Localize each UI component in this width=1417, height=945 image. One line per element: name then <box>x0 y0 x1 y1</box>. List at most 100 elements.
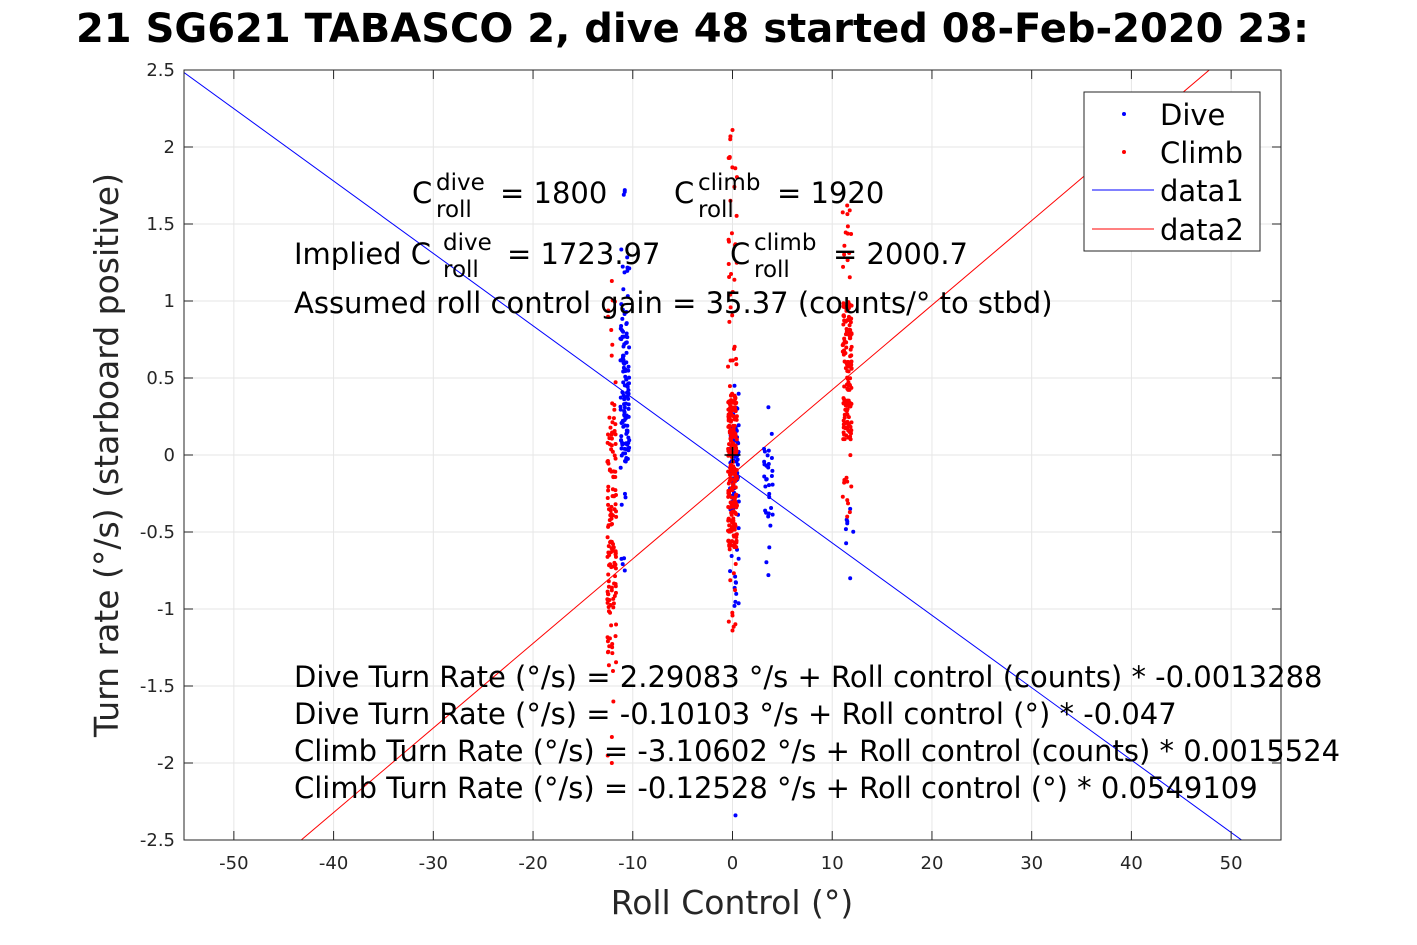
point-climb <box>844 475 849 480</box>
point-dive <box>848 506 853 511</box>
point-dive <box>618 465 623 470</box>
point-dive <box>626 414 631 419</box>
point-climb <box>610 449 615 454</box>
point-climb <box>606 432 611 437</box>
point-dive <box>626 364 631 369</box>
point-climb <box>729 502 734 507</box>
point-dive <box>625 456 630 461</box>
point-climb <box>844 433 849 438</box>
point-climb <box>847 275 852 280</box>
point-climb <box>727 154 732 159</box>
point-climb <box>732 498 737 503</box>
point-climb <box>731 482 736 487</box>
point-climb <box>728 292 733 297</box>
y-tick-label: 1 <box>164 291 175 312</box>
equation-climb-counts: Climb Turn Rate (°/s) = -3.10602 °/s + R… <box>294 734 1340 768</box>
point-climb <box>845 258 850 263</box>
point-climb <box>728 413 733 418</box>
point-climb <box>733 485 738 490</box>
point-climb <box>841 418 846 423</box>
point-climb <box>607 553 612 558</box>
c-climb-sub: roll <box>698 197 734 223</box>
point-climb <box>734 175 739 180</box>
point-climb <box>729 486 734 491</box>
point-dive <box>848 576 853 581</box>
point-climb <box>849 484 854 489</box>
point-climb <box>731 423 736 428</box>
point-dive <box>622 312 627 317</box>
point-climb <box>605 459 610 464</box>
point-dive <box>619 502 624 507</box>
point-dive <box>770 512 775 517</box>
c-dive-value: = 1800 <box>500 176 607 210</box>
point-climb <box>733 432 738 437</box>
point-climb <box>733 588 738 593</box>
point-climb <box>727 492 732 497</box>
point-climb <box>609 588 614 593</box>
point-climb <box>842 480 847 485</box>
point-climb <box>734 538 739 543</box>
point-dive <box>622 413 627 418</box>
point-dive <box>736 601 741 606</box>
point-dive <box>622 405 627 410</box>
point-dive <box>764 477 769 482</box>
point-climb <box>606 502 611 507</box>
point-climb <box>845 368 850 373</box>
point-climb <box>731 400 736 405</box>
point-dive <box>624 331 629 336</box>
point-climb <box>845 498 850 503</box>
point-climb <box>728 578 733 583</box>
y-tick-label: 0.5 <box>146 368 175 389</box>
point-climb <box>606 488 611 493</box>
point-climb <box>849 359 854 364</box>
point-climb <box>606 584 611 589</box>
y-tick-label: -1 <box>157 599 175 620</box>
c-climb-sup: climb <box>698 170 760 196</box>
point-climb <box>613 502 618 507</box>
point-climb <box>610 542 615 547</box>
point-climb <box>734 467 739 472</box>
point-dive <box>767 545 772 550</box>
point-climb <box>734 213 739 218</box>
point-climb <box>613 581 618 586</box>
point-dive <box>624 340 629 345</box>
implied-dive-prefix: Implied C <box>294 237 431 271</box>
point-dive <box>764 560 769 565</box>
point-climb <box>730 358 735 363</box>
point-dive <box>622 556 627 561</box>
axis-ticks: -50 -40 -30 -20 -10 0 10 20 30 40 50-2.5-2-1.5-1-0… <box>140 60 1281 874</box>
point-dive <box>732 383 737 388</box>
point-dive <box>766 462 771 467</box>
point-climb <box>610 430 615 435</box>
point-climb <box>841 430 846 435</box>
point-climb <box>613 474 618 479</box>
c-dive-letter: C <box>412 176 432 210</box>
point-climb <box>842 336 847 341</box>
point-climb <box>848 336 853 341</box>
point-climb <box>610 651 615 656</box>
legend-data1-label: data1 <box>1160 174 1244 208</box>
point-climb <box>842 318 847 323</box>
point-climb <box>613 590 618 595</box>
implied-climb-sup: climb <box>754 230 816 256</box>
point-climb <box>733 512 738 517</box>
point-climb <box>845 212 850 217</box>
x-tick-label: 40 <box>1120 853 1143 874</box>
point-climb <box>846 415 851 420</box>
point-climb <box>727 529 732 534</box>
point-climb <box>611 605 616 610</box>
point-dive <box>769 431 774 436</box>
point-climb <box>729 524 734 529</box>
point-climb <box>734 417 739 422</box>
point-climb <box>732 277 737 282</box>
point-dive <box>769 455 774 460</box>
point-climb <box>730 441 735 446</box>
point-dive <box>736 391 741 396</box>
point-climb <box>731 571 736 576</box>
point-dive <box>619 247 624 252</box>
point-climb <box>841 341 846 346</box>
point-climb <box>734 260 739 265</box>
point-dive <box>733 580 738 585</box>
point-dive <box>624 334 629 339</box>
point-dive <box>736 499 741 504</box>
